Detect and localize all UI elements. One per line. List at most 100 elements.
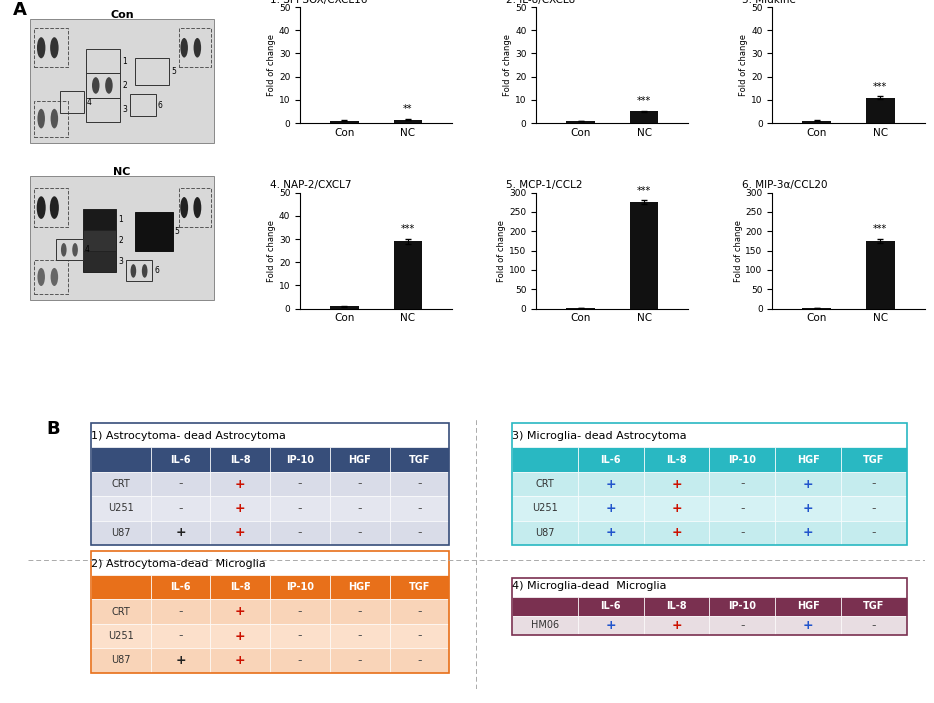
- Text: 4: 4: [86, 98, 92, 107]
- Text: U251: U251: [107, 631, 134, 641]
- Text: +: +: [803, 527, 814, 539]
- Text: TGF: TGF: [409, 455, 431, 465]
- Bar: [210, 648, 270, 673]
- Text: IP-10: IP-10: [286, 455, 314, 465]
- Bar: [866, 98, 895, 123]
- Bar: [512, 496, 578, 521]
- Bar: [841, 496, 907, 521]
- Bar: [30, 176, 214, 299]
- Bar: [389, 575, 449, 600]
- Bar: [512, 521, 578, 545]
- Bar: [644, 616, 710, 635]
- Bar: [393, 120, 422, 123]
- Bar: [512, 447, 578, 472]
- Bar: [150, 648, 210, 673]
- Text: +: +: [235, 605, 246, 618]
- Bar: [82, 230, 117, 252]
- Text: 5: 5: [171, 67, 176, 77]
- Bar: [710, 447, 775, 472]
- Bar: [270, 648, 330, 673]
- Text: -: -: [298, 477, 303, 491]
- Bar: [566, 121, 595, 123]
- Bar: [91, 600, 150, 624]
- Ellipse shape: [50, 268, 58, 286]
- Bar: [126, 260, 152, 281]
- Bar: [150, 521, 210, 545]
- Bar: [775, 472, 841, 496]
- Text: ***: ***: [401, 224, 415, 234]
- Text: HGF: HGF: [797, 601, 819, 611]
- Bar: [270, 575, 330, 600]
- Text: ***: ***: [637, 96, 651, 106]
- Bar: [512, 472, 578, 496]
- Text: 5. MCP-1/CCL2: 5. MCP-1/CCL2: [505, 181, 582, 191]
- Bar: [91, 624, 150, 648]
- Bar: [389, 600, 449, 624]
- Text: U251: U251: [107, 503, 134, 513]
- Y-axis label: Fold of change: Fold of change: [267, 219, 276, 282]
- Bar: [578, 472, 644, 496]
- Bar: [775, 447, 841, 472]
- Text: +: +: [803, 619, 814, 632]
- Text: -: -: [298, 605, 303, 618]
- Y-axis label: Fold of change: Fold of change: [267, 34, 276, 96]
- Bar: [270, 521, 330, 545]
- Text: CRT: CRT: [111, 607, 130, 617]
- Text: B: B: [46, 420, 60, 438]
- Text: IP-10: IP-10: [729, 601, 757, 611]
- Text: -: -: [417, 629, 422, 643]
- Text: HGF: HGF: [348, 582, 371, 592]
- Ellipse shape: [193, 38, 201, 58]
- Bar: [775, 521, 841, 545]
- Text: +: +: [672, 477, 682, 491]
- Bar: [802, 121, 831, 123]
- Bar: [330, 472, 389, 496]
- Bar: [393, 241, 422, 309]
- Text: 6: 6: [158, 101, 163, 110]
- Ellipse shape: [180, 38, 188, 58]
- Bar: [330, 307, 359, 309]
- Text: IL-6: IL-6: [601, 455, 621, 465]
- Text: ***: ***: [637, 186, 651, 195]
- Text: -: -: [358, 502, 362, 515]
- Text: -: -: [417, 477, 422, 491]
- Bar: [178, 28, 210, 67]
- Bar: [56, 239, 82, 260]
- Text: -: -: [417, 605, 422, 618]
- Bar: [270, 600, 330, 624]
- Bar: [178, 188, 210, 227]
- Text: 6: 6: [154, 266, 159, 276]
- Y-axis label: Fold of change: Fold of change: [503, 34, 512, 96]
- Bar: [710, 616, 775, 635]
- Bar: [644, 472, 710, 496]
- Text: 3: 3: [122, 105, 127, 114]
- Text: ***: ***: [873, 82, 887, 91]
- Text: HGF: HGF: [797, 455, 819, 465]
- Text: -: -: [298, 527, 303, 539]
- Text: A: A: [13, 1, 27, 19]
- Text: +: +: [235, 629, 246, 643]
- Bar: [91, 496, 150, 521]
- Text: -: -: [298, 502, 303, 515]
- Text: IP-10: IP-10: [729, 455, 757, 465]
- Bar: [710, 496, 775, 521]
- Text: NC: NC: [113, 167, 131, 177]
- Text: ***: ***: [873, 224, 887, 234]
- Ellipse shape: [193, 197, 202, 218]
- Bar: [389, 447, 449, 472]
- Ellipse shape: [106, 77, 113, 93]
- Bar: [270, 496, 330, 521]
- Y-axis label: Fold of change: Fold of change: [498, 219, 506, 282]
- Text: -: -: [871, 502, 876, 515]
- Text: +: +: [235, 502, 246, 515]
- Text: -: -: [417, 654, 422, 667]
- Text: 1: 1: [122, 57, 127, 66]
- Bar: [578, 496, 644, 521]
- Bar: [34, 28, 67, 67]
- Ellipse shape: [50, 37, 59, 58]
- Text: TGF: TGF: [409, 582, 431, 592]
- Bar: [91, 575, 150, 600]
- Bar: [150, 600, 210, 624]
- Text: IL-8: IL-8: [230, 455, 250, 465]
- Text: +: +: [803, 502, 814, 515]
